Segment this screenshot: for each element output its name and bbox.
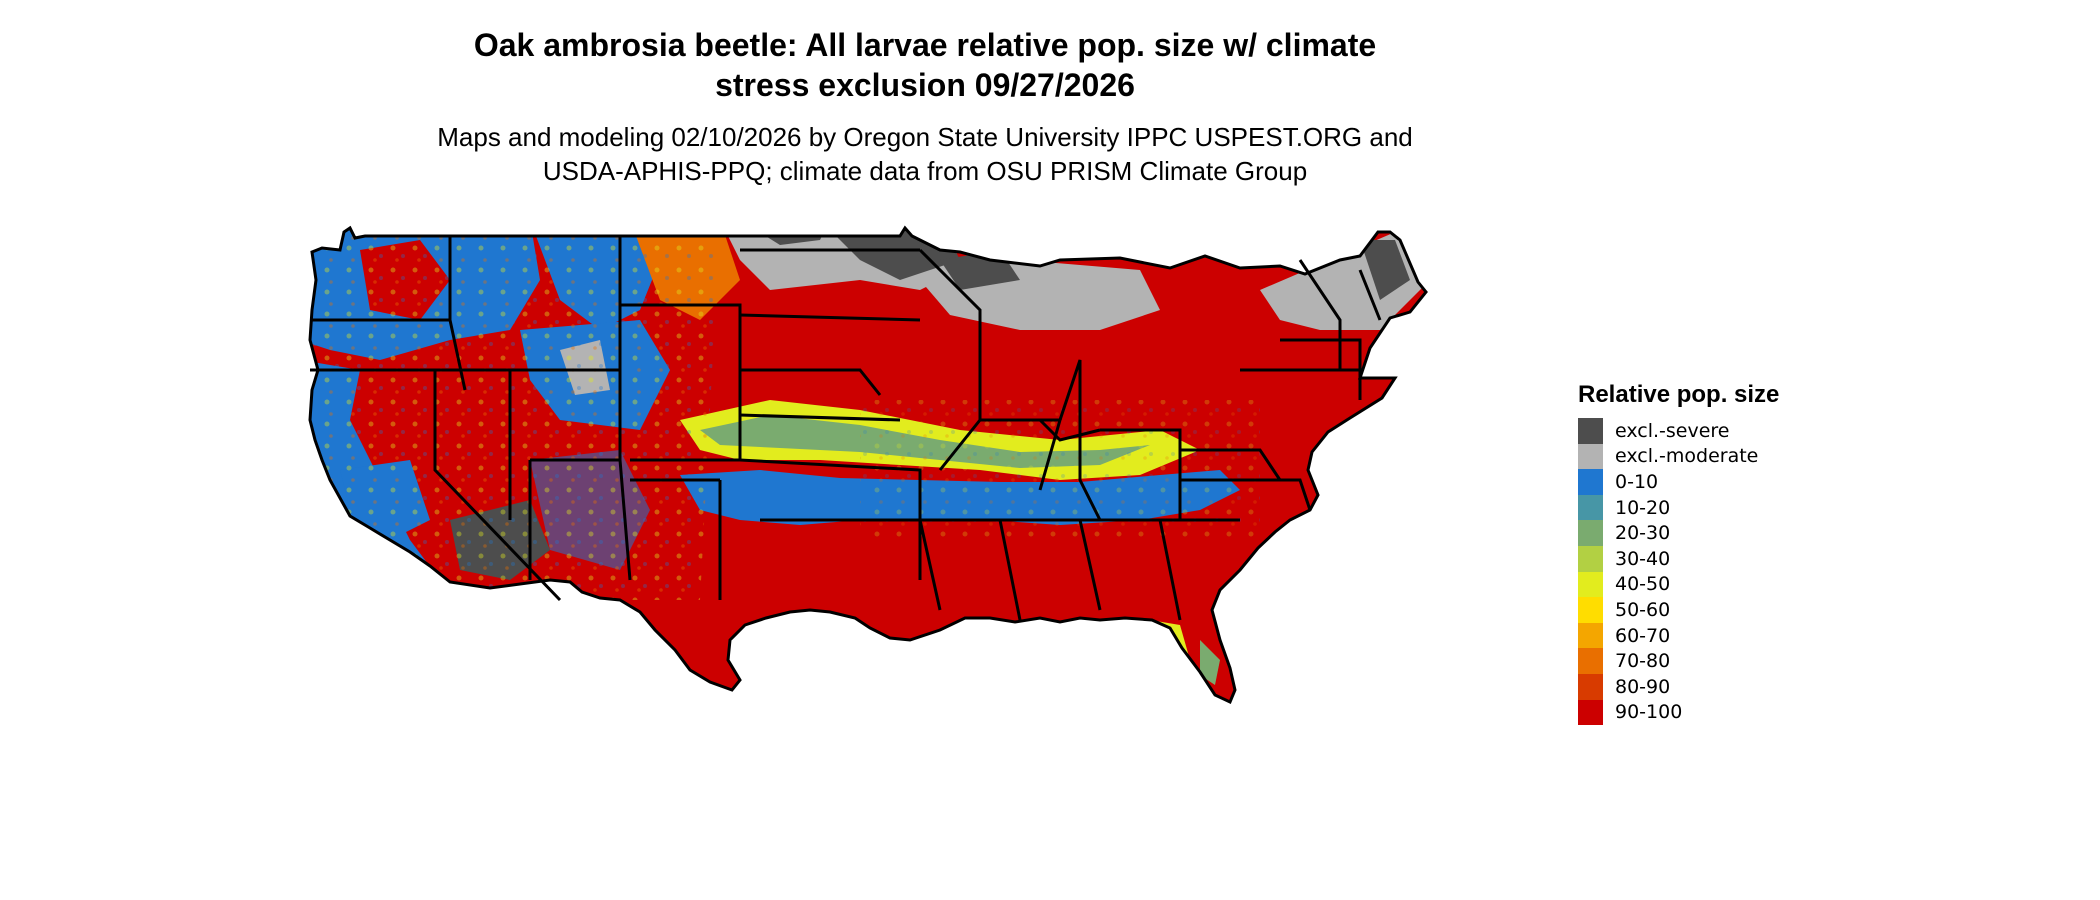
legend-item: 20-30 <box>1578 520 1779 546</box>
state-borders <box>308 226 1428 704</box>
legend-label: excl.-severe <box>1615 419 1730 442</box>
legend-label: 90-100 <box>1615 701 1683 724</box>
legend-item: 40-50 <box>1578 571 1779 598</box>
legend-item: 50-60 <box>1578 597 1779 623</box>
map-legend: Relative pop. size excl.-severe excl.-mod… <box>1578 380 1780 726</box>
legend-label: 30-40 <box>1615 547 1671 570</box>
legend-item: 30-40 <box>1578 545 1779 572</box>
legend-swatch <box>1578 571 1603 598</box>
legend-item: excl.-severe <box>1578 418 1779 444</box>
map-subtitle-line1: Maps and modeling 02/10/2026 by Oregon S… <box>437 122 1413 152</box>
legend-title: Relative pop. size <box>1578 381 1780 408</box>
map-title: Oak ambrosia beetle: All larvae relative… <box>300 25 1550 105</box>
legend-swatch <box>1578 469 1603 495</box>
legend-swatch <box>1578 699 1603 726</box>
legend-swatch <box>1578 520 1603 546</box>
legend-label: 0-10 <box>1615 470 1659 493</box>
map-subtitle-line2: USDA-APHIS-PPQ; climate data from OSU PR… <box>542 156 1308 186</box>
map-title-line1: Oak ambrosia beetle: All larvae relative… <box>473 27 1377 63</box>
legend-swatch <box>1578 622 1603 649</box>
legend-swatch <box>1578 545 1603 572</box>
map-subtitle: Maps and modeling 02/10/2026 by Oregon S… <box>300 120 1550 188</box>
legend-swatch <box>1578 418 1603 444</box>
legend-item: 10-20 <box>1578 494 1779 521</box>
legend-label: 20-30 <box>1615 522 1671 545</box>
legend-item: 0-10 <box>1578 469 1779 495</box>
legend-label: 80-90 <box>1615 675 1671 698</box>
legend-swatch <box>1578 494 1603 521</box>
legend-item: excl.-moderate <box>1578 443 1779 470</box>
map-fill <box>310 228 1426 702</box>
map-title-line2: stress exclusion 09/27/2026 <box>715 67 1135 103</box>
legend-label: excl.-moderate <box>1615 445 1759 468</box>
legend-label: 70-80 <box>1615 650 1671 673</box>
legend-label: 40-50 <box>1615 573 1671 596</box>
legend-swatch <box>1578 648 1603 674</box>
legend-item: 70-80 <box>1578 648 1779 674</box>
legend-swatch <box>1578 443 1603 470</box>
legend-label: 10-20 <box>1615 496 1671 519</box>
legend-label: 50-60 <box>1615 598 1671 621</box>
legend-swatch <box>1578 597 1603 623</box>
legend-swatch <box>1578 673 1603 700</box>
legend-label: 60-70 <box>1615 624 1671 647</box>
legend-item: 80-90 <box>1578 673 1779 700</box>
us-population-map <box>308 226 1428 704</box>
legend-item: 60-70 <box>1578 622 1779 649</box>
legend-items: excl.-severe excl.-moderate 0-10 10-20 20-30… <box>1578 418 1779 726</box>
legend-item: 90-100 <box>1578 699 1779 726</box>
